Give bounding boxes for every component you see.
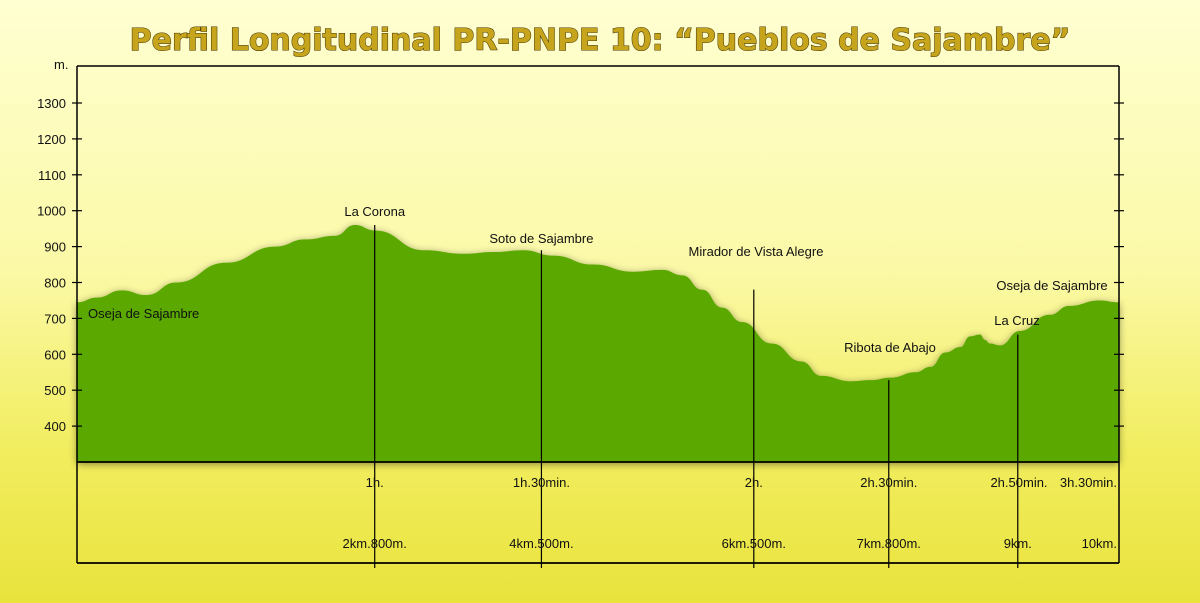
- y-tick-label: 1300: [37, 96, 66, 111]
- waypoint-name-label: Ribota de Abajo: [844, 340, 936, 355]
- waypoint-distance-label: 7km.800m.: [857, 536, 921, 551]
- waypoint-distance-label: 9km.: [1004, 536, 1032, 551]
- chart-title: Perfil Longitudinal PR-PNPE 10: “Pueblos…: [130, 23, 1071, 58]
- y-axis-unit-label: m.: [54, 57, 68, 72]
- y-tick-label: 1000: [37, 204, 66, 219]
- waypoint-name-label: La Cruz: [994, 313, 1040, 328]
- elevation-area: [77, 225, 1119, 462]
- waypoint-name-label: Oseja de Sajambre: [996, 278, 1107, 293]
- y-tick-label: 500: [44, 383, 66, 398]
- y-tick-label: 900: [44, 240, 66, 255]
- y-tick-label: 700: [44, 311, 66, 326]
- waypoint-distance-label: 2km.800m.: [343, 536, 407, 551]
- waypoint-time-label: 2h.: [745, 475, 763, 490]
- start-place-label: Oseja de Sajambre: [88, 306, 199, 321]
- waypoint-time-label: 1h.30min.: [513, 475, 570, 490]
- y-tick-label: 1200: [37, 132, 66, 147]
- waypoint-time-label: 3h.30min.: [1060, 475, 1117, 490]
- waypoint-time-label: 2h.30min.: [860, 475, 917, 490]
- y-tick-label: 400: [44, 419, 66, 434]
- waypoint-markers: La Corona 1h. 2km.800m. Soto de Sajambre 1h.…: [343, 204, 1117, 568]
- waypoint-name-label: Mirador de Vista Alegre: [689, 244, 824, 259]
- waypoint-time-label: 2h.50min.: [990, 475, 1047, 490]
- y-tick-label: 800: [44, 276, 66, 291]
- waypoint-name-label: La Corona: [344, 204, 405, 219]
- y-axis-ticks: 400 500 600 700 800 900 1000 1100 1200 1300: [37, 96, 1124, 434]
- waypoint-distance-label: 6km.500m.: [722, 536, 786, 551]
- waypoint-time-label: 1h.: [366, 475, 384, 490]
- waypoint-distance-label: 4km.500m.: [509, 536, 573, 551]
- waypoint-distance-label: 10km.: [1082, 536, 1117, 551]
- y-tick-label: 1100: [38, 168, 66, 183]
- waypoint-name-label: Soto de Sajambre: [489, 231, 593, 246]
- y-tick-label: 600: [44, 347, 66, 362]
